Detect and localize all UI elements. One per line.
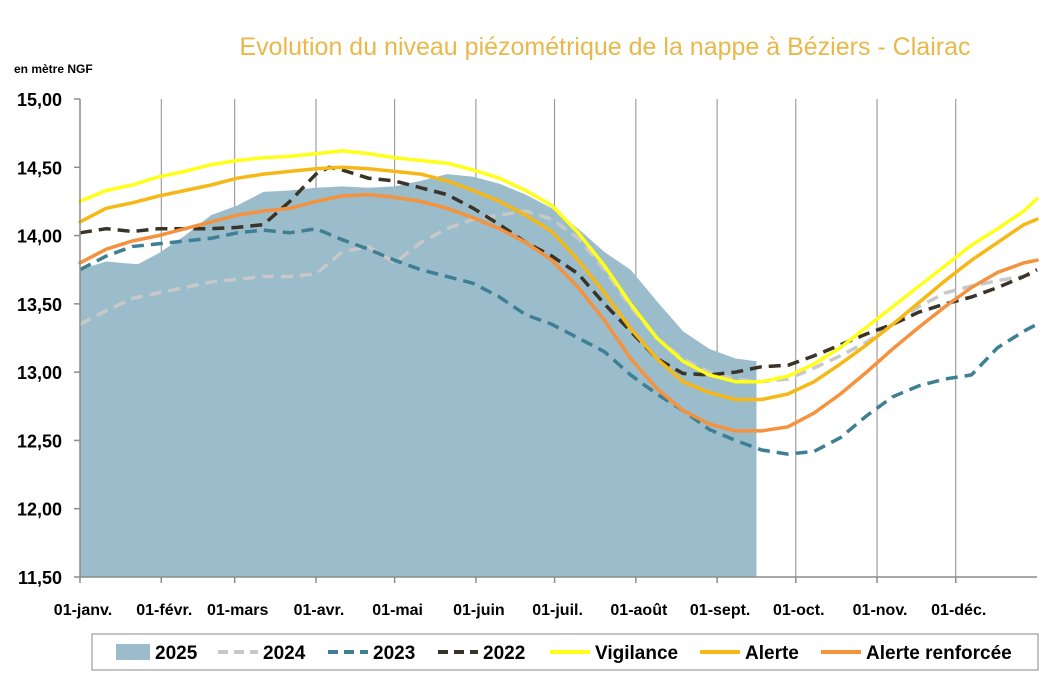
- legend-label-vigilance: Vigilance: [595, 643, 678, 664]
- legend-label-alerte: Alerte: [745, 643, 799, 664]
- chart-title: Evolution du niveau piézométrique de la …: [240, 33, 971, 61]
- y-tick-label: 12,00: [17, 500, 62, 520]
- series-line-2023: [79, 226, 1038, 456]
- legend-label-2023: 2023: [373, 643, 415, 664]
- x-tick-label: 01-juil.: [532, 602, 583, 619]
- series-line-vigilance: [78, 149, 1039, 384]
- line-series-layer: [78, 149, 1039, 456]
- x-tick-label: 01-mai: [372, 602, 423, 619]
- y-tick-label: 12,50: [17, 431, 62, 451]
- x-tick-label: 01-avr.: [294, 602, 345, 619]
- legend: 2025 2024 2023 2022 Vigilance Alerte Ale…: [91, 633, 1039, 671]
- y-tick-label: 13,00: [17, 363, 62, 383]
- legend-label-2024: 2024: [263, 643, 306, 664]
- x-tick-label: 01-juin: [453, 602, 505, 619]
- y-tick-label: 15,00: [17, 90, 62, 110]
- y-tick-labels: 11,50 12,00 12,50 13,00 13,50 14,00 14,50 15,00: [17, 90, 62, 588]
- x-tick-labels: 01-janv. 01-févr. 01-mars 01-avr. 01-mai 01-j…: [54, 602, 986, 619]
- y-tick-label: 13,50: [17, 295, 62, 315]
- x-tick-label: 01-janv.: [54, 602, 112, 619]
- y-axis-label: en mètre NGF: [14, 62, 93, 76]
- series-line-2022: [79, 165, 1038, 377]
- area-series-layer: [80, 174, 757, 577]
- legend-label-2025: 2025: [155, 643, 198, 664]
- x-tick-label: 01-août: [610, 602, 668, 619]
- y-tick-label: 14,50: [17, 158, 62, 178]
- x-tick-label: 01-févr.: [136, 602, 192, 619]
- x-tick-label: 01-déc.: [931, 602, 986, 619]
- series-line-alerte-renforcee: [78, 192, 1039, 433]
- legend-label-2022: 2022: [483, 643, 525, 664]
- series-line-alerte: [78, 165, 1039, 402]
- legend-swatch-2025: [116, 644, 150, 660]
- y-tick-label: 14,00: [17, 227, 62, 247]
- x-tick-label: 01-sept.: [690, 602, 750, 619]
- y-tick-label: 11,50: [18, 568, 62, 588]
- x-tick-label: 01-mars: [207, 602, 268, 619]
- x-tick-label: 01-nov.: [853, 602, 908, 619]
- x-tick-label: 01-oct.: [773, 602, 825, 619]
- axes: [74, 98, 1037, 583]
- legend-label-alerte-renforcee: Alerte renforcée: [866, 643, 1012, 664]
- series-line-2024: [79, 209, 1038, 384]
- series-area-2025: [80, 174, 757, 577]
